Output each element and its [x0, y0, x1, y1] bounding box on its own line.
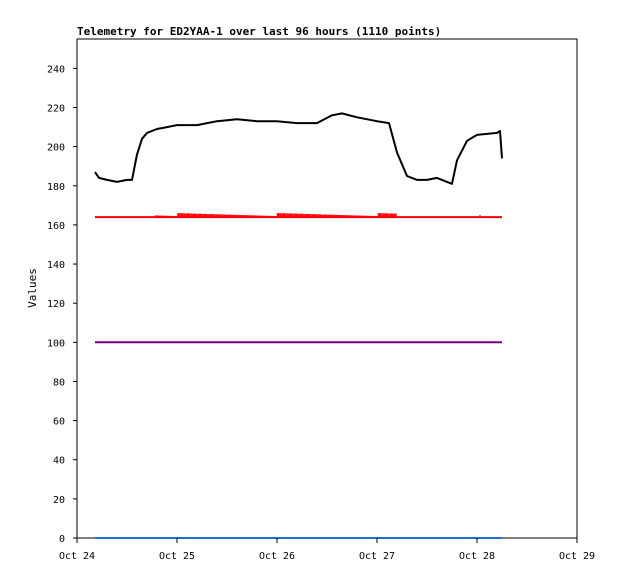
y-tick-label: 40: [53, 456, 65, 467]
y-tick-label: 180: [47, 182, 65, 193]
x-tick-label: Oct 24: [59, 551, 95, 562]
y-tick-label: 120: [47, 299, 65, 310]
y-tick-label: 140: [47, 260, 65, 271]
y-tick-label: 200: [47, 143, 65, 154]
series-layer: [94, 112, 503, 539]
y-tick-label: 100: [47, 338, 65, 349]
x-tick-label: Oct 27: [359, 551, 395, 562]
plot-frame: [76, 38, 578, 539]
y-axis-label: Values: [26, 268, 39, 308]
series-line-0: [94, 112, 503, 185]
x-tick-label: Oct 29: [559, 551, 595, 562]
x-tick-label: Oct 25: [159, 551, 195, 562]
y-tick-label: 0: [59, 534, 65, 545]
y-tick-label: 60: [53, 417, 65, 428]
y-tick-label: 160: [47, 221, 65, 232]
x-tick-label: Oct 28: [459, 551, 495, 562]
x-axis: Oct 24 Oct 25 Oct 26 Oct 27 Oct 28 Oct 29: [59, 538, 595, 562]
y-axis: 0 20 40 60 80 100 120 140 160 180 200 220 240: [47, 64, 77, 545]
y-tick-label: 240: [47, 64, 65, 75]
y-tick-label: 20: [53, 495, 65, 506]
y-tick-label: 80: [53, 377, 65, 388]
x-tick-label: Oct 26: [259, 551, 295, 562]
chart-title: Telemetry for ED2YAA-1 over last 96 hour…: [77, 25, 441, 38]
y-tick-label: 220: [47, 103, 65, 114]
